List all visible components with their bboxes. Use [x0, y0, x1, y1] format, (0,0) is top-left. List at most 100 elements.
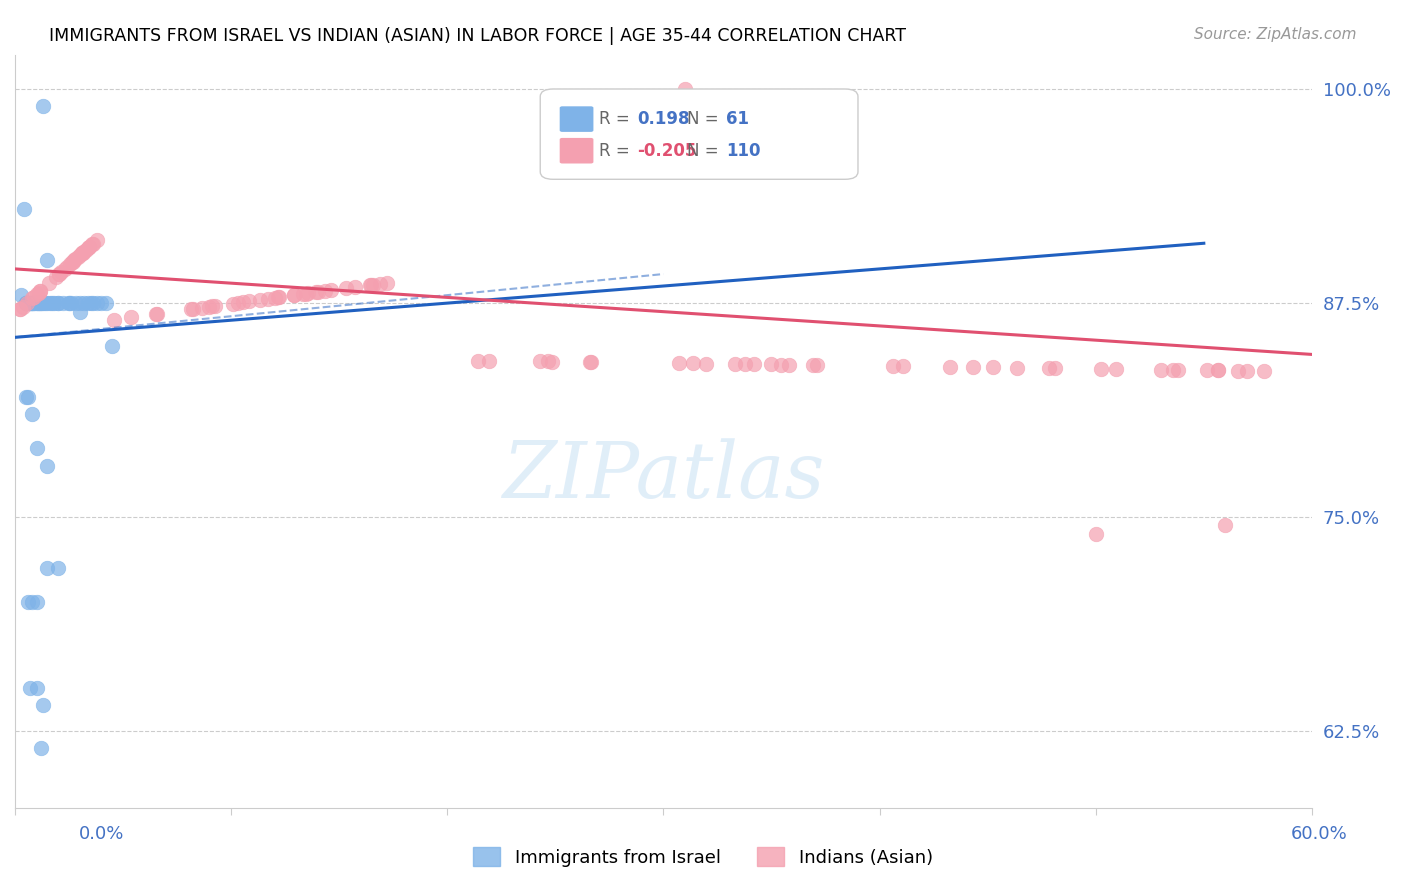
- Point: [18, 681, 41, 695]
- Point: [82, 296, 104, 310]
- Point: [1236, 364, 1258, 378]
- Point: [263, 291, 285, 305]
- Point: [28, 296, 51, 310]
- Point: [55, 260, 77, 275]
- Point: [146, 307, 169, 321]
- Point: [375, 276, 398, 290]
- Point: [1007, 360, 1029, 375]
- Point: [256, 292, 278, 306]
- Point: [27, 286, 49, 301]
- Point: [46, 296, 69, 310]
- Point: [62, 255, 84, 269]
- Point: [368, 277, 391, 291]
- Point: [181, 301, 204, 316]
- Legend: Immigrants from Israel, Indians (Asian): Immigrants from Israel, Indians (Asian): [467, 840, 939, 874]
- Point: [769, 358, 792, 372]
- Point: [21, 291, 44, 305]
- Point: [360, 277, 382, 292]
- Point: [15, 296, 38, 310]
- Point: [28, 285, 51, 299]
- Point: [79, 296, 101, 310]
- Point: [1206, 363, 1229, 377]
- Point: [297, 286, 319, 301]
- Point: [25, 296, 48, 310]
- Point: [1150, 362, 1173, 376]
- Point: [668, 356, 690, 370]
- FancyBboxPatch shape: [560, 106, 593, 132]
- Point: [537, 354, 560, 368]
- Point: [66, 250, 89, 264]
- Point: [37, 253, 59, 268]
- Point: [363, 277, 385, 292]
- Point: [77, 240, 100, 254]
- Point: [1038, 361, 1060, 376]
- Point: [204, 299, 226, 313]
- Point: [180, 302, 202, 317]
- Point: [8, 302, 31, 317]
- Point: [222, 296, 245, 310]
- Point: [14, 390, 37, 404]
- Point: [8, 302, 31, 317]
- Point: [1206, 363, 1229, 377]
- Point: [1215, 518, 1237, 533]
- Point: [14, 296, 37, 310]
- Point: [49, 265, 72, 279]
- Point: [759, 358, 782, 372]
- Point: [939, 359, 962, 374]
- Point: [962, 359, 984, 374]
- Point: [45, 269, 67, 284]
- Point: [32, 698, 55, 712]
- Point: [1167, 363, 1189, 377]
- Point: [103, 312, 125, 326]
- Text: 110: 110: [725, 142, 761, 160]
- Point: [295, 286, 318, 301]
- Point: [32, 99, 55, 113]
- Point: [38, 296, 60, 310]
- Point: [226, 296, 249, 310]
- Point: [478, 353, 501, 368]
- Point: [65, 296, 87, 310]
- Point: [21, 296, 44, 310]
- Point: [695, 357, 717, 371]
- Point: [17, 296, 39, 310]
- Text: 60.0%: 60.0%: [1291, 825, 1347, 843]
- Point: [82, 237, 104, 252]
- Point: [30, 296, 52, 310]
- Text: R =: R =: [599, 142, 630, 160]
- Point: [94, 296, 117, 310]
- Point: [59, 257, 82, 271]
- Point: [32, 296, 55, 310]
- Point: [70, 246, 93, 260]
- Point: [25, 595, 48, 609]
- Point: [70, 246, 93, 260]
- Point: [53, 262, 76, 277]
- Point: [48, 268, 70, 282]
- Text: IMMIGRANTS FROM ISRAEL VS INDIAN (ASIAN) IN LABOR FORCE | AGE 35-44 CORRELATION : IMMIGRANTS FROM ISRAEL VS INDIAN (ASIAN)…: [49, 27, 907, 45]
- Point: [314, 284, 336, 298]
- Point: [86, 233, 108, 247]
- Point: [1090, 361, 1112, 376]
- Point: [65, 252, 87, 267]
- Point: [101, 339, 124, 353]
- Point: [37, 458, 59, 473]
- Point: [69, 248, 91, 262]
- Point: [778, 358, 800, 372]
- Point: [1105, 362, 1128, 376]
- Point: [232, 295, 254, 310]
- Point: [17, 595, 39, 609]
- Point: [75, 243, 97, 257]
- Point: [41, 296, 63, 310]
- Point: [806, 358, 828, 372]
- Point: [291, 287, 314, 301]
- FancyBboxPatch shape: [560, 138, 593, 163]
- Point: [1253, 364, 1275, 378]
- Point: [13, 202, 35, 216]
- Point: [1084, 527, 1107, 541]
- Point: [18, 296, 41, 310]
- Point: [58, 296, 80, 310]
- Point: [201, 300, 224, 314]
- Point: [46, 561, 69, 575]
- Point: [38, 276, 60, 290]
- Point: [25, 681, 48, 695]
- Text: 0.198: 0.198: [637, 110, 690, 128]
